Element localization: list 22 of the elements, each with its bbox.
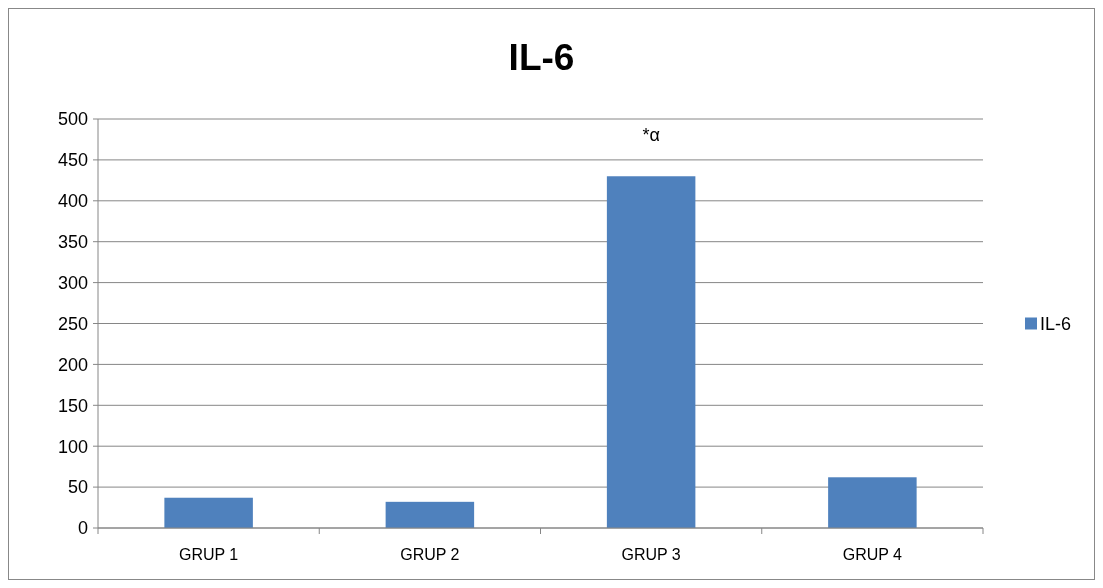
annotation: *α [642,125,660,145]
y-tick-label: 200 [57,354,88,375]
y-tick-label: 400 [57,191,88,212]
x-tick-label: GRUP 4 [842,546,903,563]
y-tick-label: 500 [57,109,88,130]
y-tick-label: 100 [57,436,88,457]
x-tick-label: GRUP 3 [621,546,681,563]
y-tick-label: 250 [57,313,88,334]
legend-label: IL-6 [1040,313,1072,334]
x-tick-label: GRUP 1 [178,546,239,563]
x-tick-label: GRUP 2 [400,546,460,563]
chart-title: IL-6 [508,37,575,78]
bar [828,477,917,528]
y-tick-label: 50 [67,477,88,498]
y-tick-label: 0 [77,518,88,539]
bar [606,176,696,528]
y-tick-label: 450 [57,150,88,171]
bar [385,501,475,528]
y-tick-label: 300 [57,272,88,293]
y-tick-label: 350 [57,232,88,252]
bar [164,497,253,528]
y-tick-label: 150 [57,395,88,416]
